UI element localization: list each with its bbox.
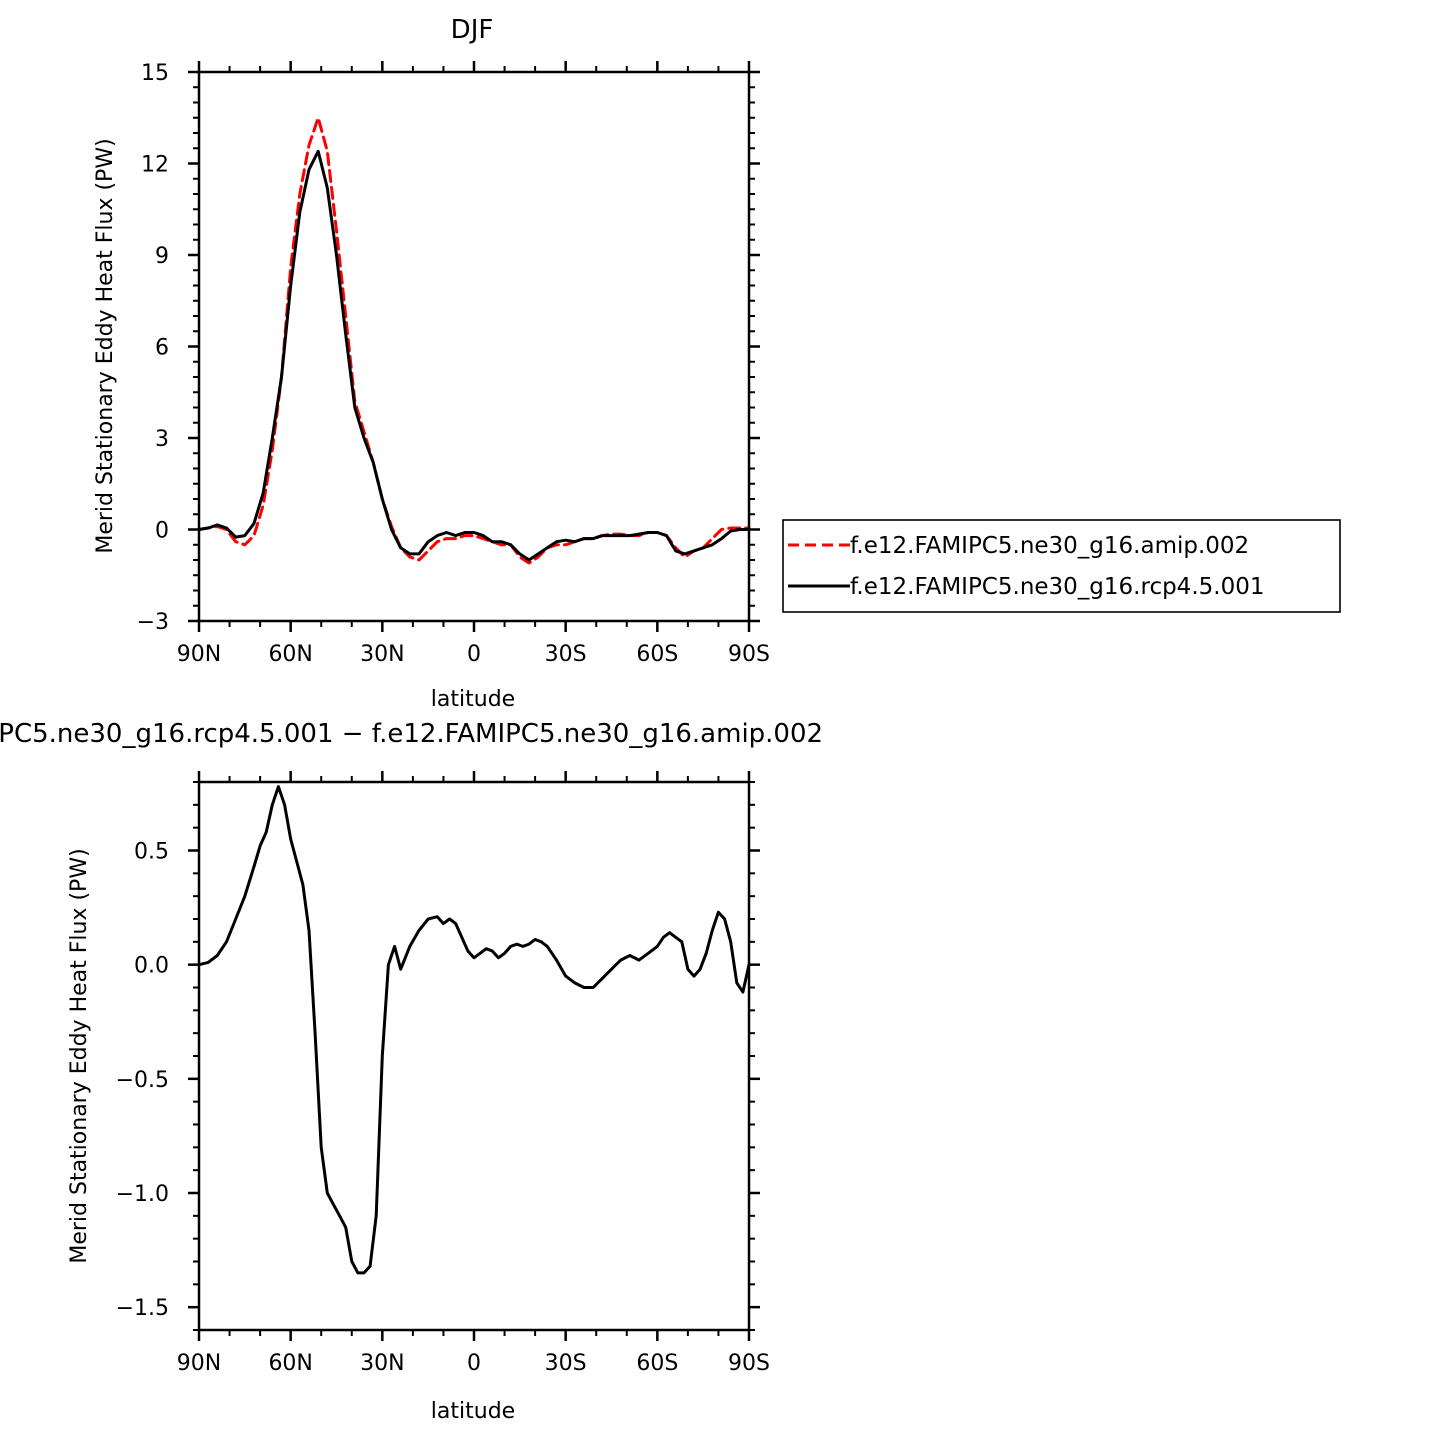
x-tick-label: 30S [545, 1351, 587, 1376]
x-tick-label: 90N [177, 1351, 221, 1376]
top-panel-title: DJF [451, 15, 494, 45]
y-tick-label: −0.5 [116, 1068, 169, 1093]
y-tick-label: 9 [155, 244, 169, 269]
series-line-1-0 [197, 785, 751, 1275]
top-panel-series-group [197, 116, 751, 565]
series-line-0-1 [197, 149, 751, 562]
plot-frame [197, 70, 751, 623]
legend-label-amip: f.e12.FAMIPC5.ne30_g16.amip.002 [850, 533, 1249, 559]
x-tick-label: 90S [728, 1351, 770, 1376]
x-tick-label: 60N [268, 1351, 312, 1376]
bottom-panel-axes: 90N 60N 30N 0 30S 60S 90S −1.5 −1.0 −0.5 0.0 0.5 [116, 771, 770, 1376]
y-tick-label: 3 [155, 427, 169, 452]
x-tick-label: 30S [545, 642, 587, 667]
x-tick-label: 60N [268, 642, 312, 667]
bottom-panel-x-axis-title: latitude [431, 1399, 515, 1424]
top-panel-x-axis-title: latitude [431, 687, 515, 712]
x-tick-label: 90N [177, 642, 221, 667]
x-tick-label: 0 [467, 642, 481, 667]
bottom-panel-title: f.e12.FAMIPC5.ne30_g16.rcp4.5.001 − f.e1… [0, 719, 823, 749]
top-panel-y-axis-title: Merid Stationary Eddy Heat Flux (PW) [93, 138, 118, 553]
y-tick-label: 0 [155, 519, 169, 544]
plot-frame [197, 780, 751, 1332]
y-tick-label: 15 [141, 61, 169, 86]
top-panel: DJF 90N 60N 30N 0 30S 60S 90S −3 0 3 6 9 12 15 latitu… [93, 15, 1341, 712]
y-tick-label: 0.0 [134, 954, 169, 979]
x-tick-label: 60S [636, 642, 678, 667]
legend: f.e12.FAMIPC5.ne30_g16.amip.002 f.e12.FA… [782, 519, 1341, 613]
y-tick-label: 0.5 [134, 840, 169, 865]
bottom-panel-series-group [197, 785, 751, 1275]
legend-label-rcp: f.e12.FAMIPC5.ne30_g16.rcp4.5.001 [850, 574, 1264, 600]
y-tick-label: 6 [155, 336, 169, 361]
series-line-0-0 [197, 116, 751, 565]
y-tick-label: −3 [137, 610, 169, 635]
x-tick-label: 0 [467, 1351, 481, 1376]
x-tick-label: 30N [360, 642, 404, 667]
y-tick-label: −1.0 [116, 1182, 169, 1207]
y-tick-label: −1.5 [116, 1296, 169, 1321]
bottom-panel-y-axis-title: Merid Stationary Eddy Heat Flux (PW) [67, 848, 92, 1263]
legend-box [782, 519, 1341, 613]
x-tick-label: 60S [636, 1351, 678, 1376]
y-tick-label: 12 [141, 153, 169, 178]
bottom-panel: f.e12.FAMIPC5.ne30_g16.rcp4.5.001 − f.e1… [0, 719, 823, 1424]
top-panel-axes: 90N 60N 30N 0 30S 60S 90S −3 0 3 6 9 12 15 [137, 61, 770, 667]
x-tick-label: 90S [728, 642, 770, 667]
x-tick-label: 30N [360, 1351, 404, 1376]
